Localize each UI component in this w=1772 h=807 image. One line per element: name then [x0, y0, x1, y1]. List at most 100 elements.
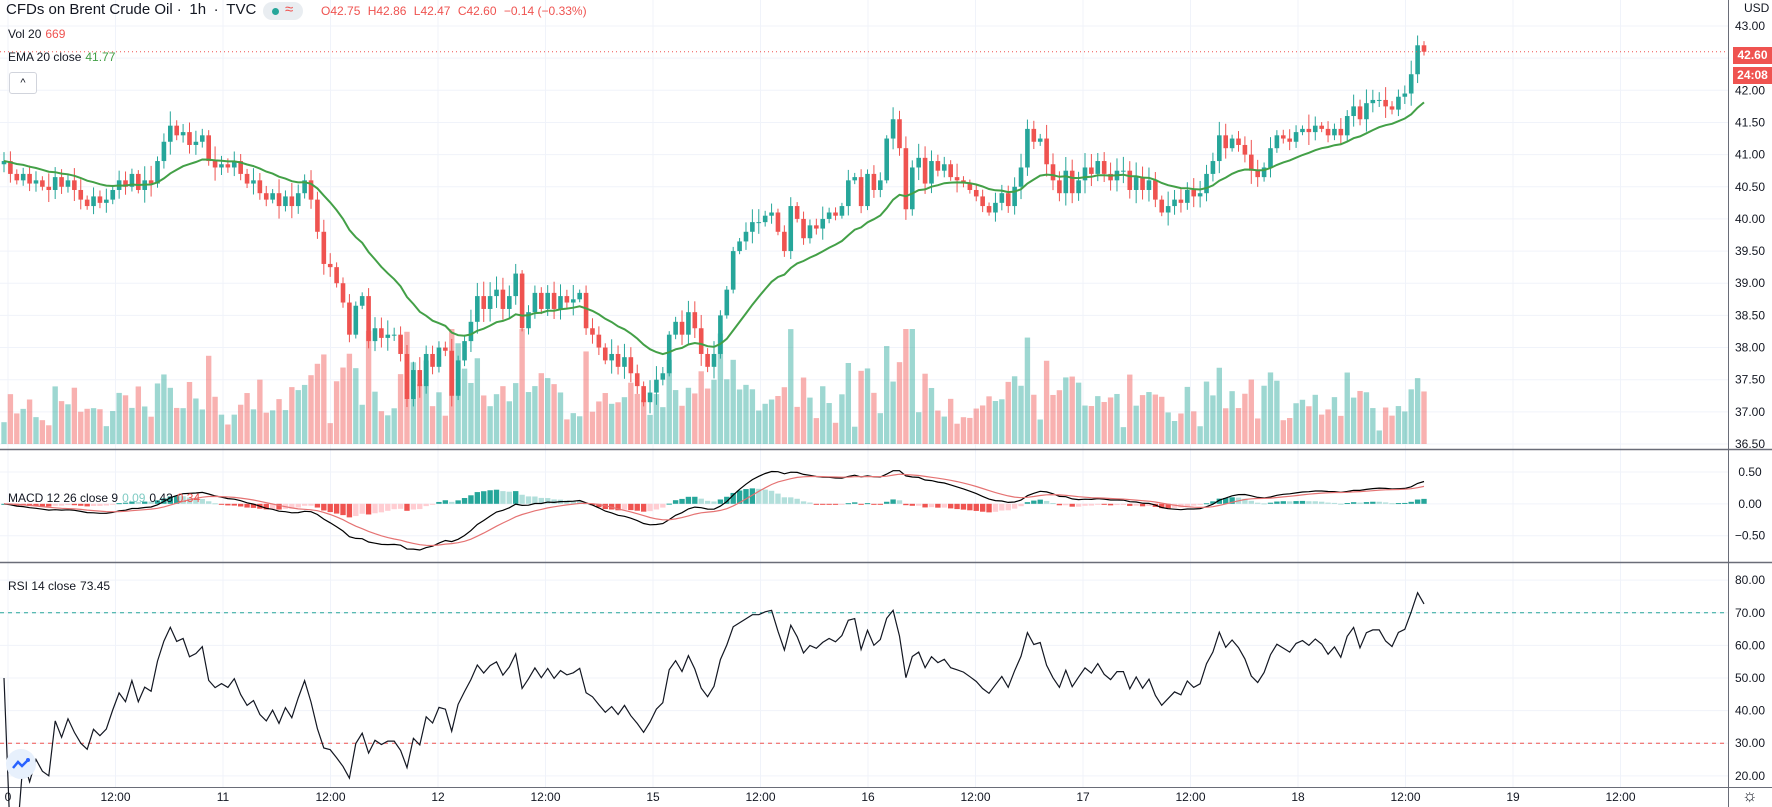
volume-bar — [442, 415, 449, 444]
volume-bar — [1370, 408, 1376, 444]
volume-bar — [877, 413, 883, 444]
candle-body — [251, 180, 256, 184]
candle-body — [750, 222, 755, 232]
macd-histogram-bar — [954, 503, 960, 510]
macd-histogram-bar — [532, 496, 538, 504]
volume-bar — [436, 392, 442, 444]
macd-histogram-bar — [602, 503, 608, 510]
volume-bar — [20, 408, 26, 444]
interval[interactable]: 1h — [189, 1, 207, 18]
candle-body — [1370, 99, 1376, 104]
macd-histogram-bar — [487, 490, 493, 504]
tradingview-logo[interactable] — [6, 749, 36, 779]
candle-body — [411, 370, 416, 399]
rsi-title: RSI 14 close — [8, 579, 77, 593]
candle-body — [967, 183, 973, 190]
candle-body — [1210, 161, 1216, 174]
volume-bar — [698, 371, 704, 444]
candle-body — [14, 173, 20, 181]
volume-bar — [736, 389, 743, 444]
macd-histogram-bar — [225, 503, 231, 506]
candle-body — [807, 225, 813, 239]
macd-histogram-bar — [640, 503, 647, 512]
volume-bar — [858, 370, 864, 444]
candle-body — [78, 189, 84, 200]
volume-bar — [1382, 407, 1389, 444]
time-tick-label: 18 — [1291, 790, 1305, 804]
ema-line — [3, 101, 1425, 356]
macd-histogram-bar — [672, 500, 679, 504]
ohlc-values: O42.75 H42.86 L42.47 C42.60 −0.14 (−0.33… — [321, 2, 591, 20]
candle-body — [206, 135, 211, 162]
candle-body — [1044, 138, 1049, 165]
volume-bar — [289, 387, 295, 444]
candle-body — [929, 161, 934, 184]
macd-histogram-bar — [276, 503, 282, 510]
macd-histogram-bar — [244, 503, 250, 508]
candle-body — [136, 173, 141, 190]
price-tick-label: 41.50 — [1735, 115, 1765, 129]
candle-body — [1005, 193, 1011, 207]
volume-bar — [999, 399, 1005, 444]
macd-histogram-bar — [1056, 503, 1063, 506]
candle-body — [65, 180, 71, 187]
macd-histogram-bar — [781, 497, 788, 504]
volume-bar — [167, 387, 173, 444]
macd-histogram-bar — [685, 496, 692, 504]
candle-body — [1383, 99, 1388, 107]
macd-legend[interactable]: MACD 12 26 close 9 0.09 0.43 0.34 — [8, 489, 204, 507]
macd-histogram-bar — [78, 503, 84, 506]
macd-histogram-bar — [1331, 502, 1338, 504]
volume-bar — [231, 414, 237, 444]
candle-body — [40, 180, 45, 187]
candle-body — [129, 173, 135, 187]
collapse-legend-button[interactable]: ^ — [9, 72, 37, 94]
candle-body — [340, 283, 346, 303]
volume-legend[interactable]: Vol 20 669 — [8, 25, 69, 43]
candle-body — [1076, 180, 1081, 194]
candle-body — [756, 222, 762, 224]
volume-bar — [161, 374, 167, 444]
volume-bar — [225, 424, 231, 444]
macd-histogram-bar — [263, 503, 269, 510]
macd-histogram-bar — [1011, 503, 1018, 509]
symbol-legend: CFDs on Brent Crude Oil · 1h · TVC — [6, 1, 257, 18]
candle-body — [33, 180, 39, 184]
volume-bar — [1133, 405, 1139, 444]
ema-title: EMA 20 close — [8, 50, 82, 64]
time-tick-label: 15 — [646, 790, 660, 804]
volume-bar — [839, 394, 845, 444]
volume-bar — [1082, 405, 1088, 444]
candle-body — [84, 199, 90, 207]
candle-body — [366, 296, 371, 342]
macd-histogram-bar — [180, 496, 186, 504]
volume-bar — [1, 422, 7, 444]
time-tick-label: 12:00 — [1390, 790, 1420, 804]
rsi-legend[interactable]: RSI 14 close 73.45 — [8, 577, 114, 595]
ema-legend[interactable]: EMA 20 close 41.77 — [8, 48, 119, 66]
macd-histogram-bar — [692, 496, 698, 504]
volume-bar — [545, 378, 551, 444]
volume-bar — [84, 408, 90, 444]
price-tick-label: 39.00 — [1735, 276, 1765, 290]
volume-bar — [218, 414, 225, 444]
candle-body — [289, 196, 295, 207]
settings-icon[interactable]: ☼ — [1742, 786, 1758, 805]
volume-bar — [788, 329, 794, 444]
candle-body — [698, 328, 704, 354]
price-tick-label: 39.50 — [1735, 244, 1765, 258]
volume-bar — [820, 386, 826, 444]
macd-histogram-bar — [909, 503, 915, 506]
currency-label[interactable]: USD — [1744, 1, 1770, 15]
volume-bar — [1184, 386, 1191, 444]
volume-bar — [800, 377, 807, 444]
symbol-name[interactable]: CFDs on Brent Crude Oil — [6, 1, 173, 18]
macd-histogram-bar — [922, 503, 928, 508]
volume-bar — [532, 386, 538, 444]
volume-bar — [26, 399, 33, 444]
macd-histogram-bar — [947, 503, 954, 509]
market-status-badge[interactable]: ≈ — [263, 1, 303, 20]
macd-histogram-bar — [212, 503, 218, 505]
candle-body — [666, 334, 672, 374]
